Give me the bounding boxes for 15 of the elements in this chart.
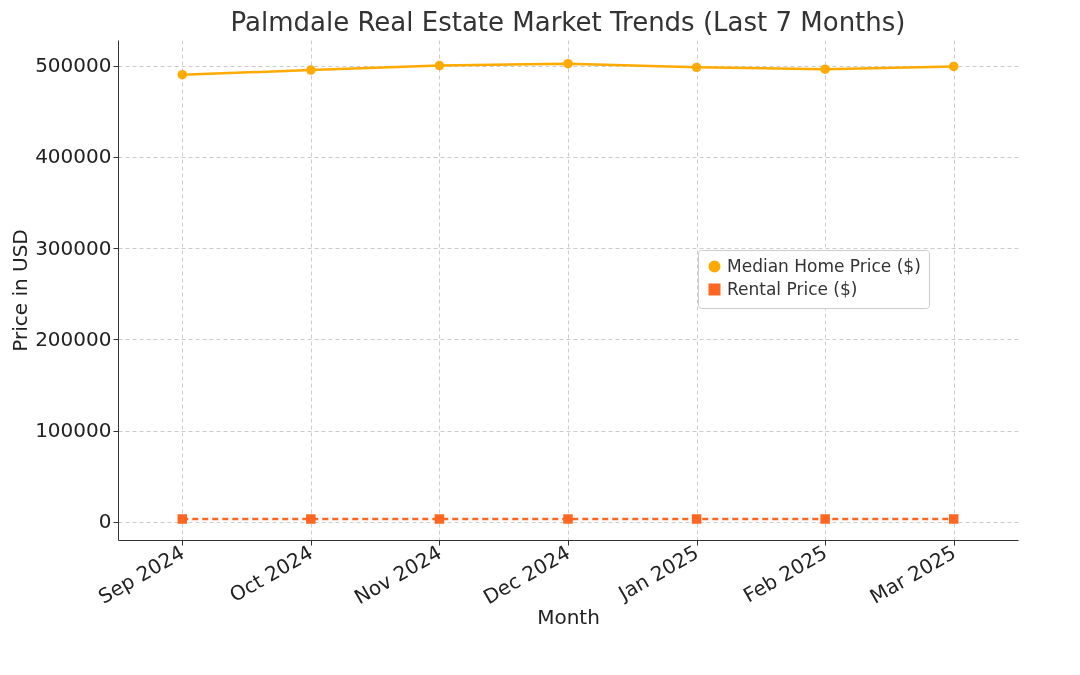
legend-label: Median Home Price ($) [727,255,921,276]
y-tick-label: 100000 [35,418,112,443]
point [563,514,573,524]
point [306,514,316,524]
y-tick-label: 0 [98,509,112,534]
y-tick-label: 400000 [35,144,112,169]
y-tick-label: 300000 [35,235,112,260]
y-axis-title: Price in USD [8,229,33,352]
point [820,514,830,524]
point [948,514,959,524]
chart-title: Palmdale Real Estate Market Trends (Last 7 Months) [230,7,906,37]
y-tick-label: 500000 [35,53,112,78]
x-axis-title: Month [537,605,600,630]
legend-label: Rental Price ($) [727,278,858,299]
y-tick-label: 200000 [35,326,112,351]
